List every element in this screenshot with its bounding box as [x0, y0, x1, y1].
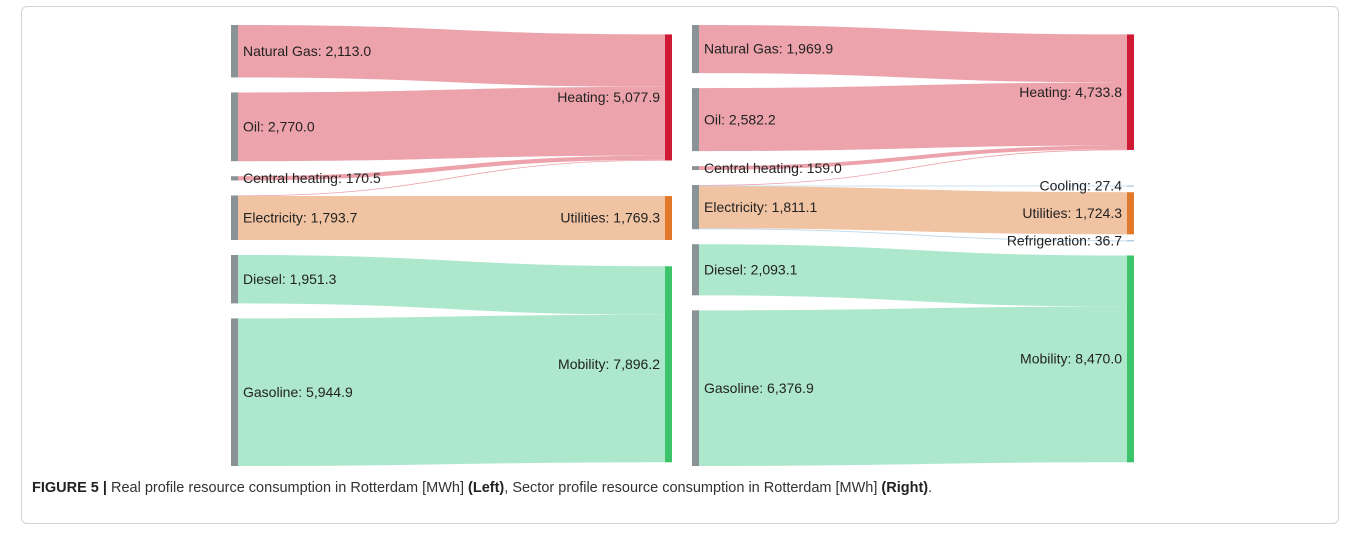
- node-label: Heating: 4,733.8: [1019, 84, 1122, 100]
- link: [699, 244, 1127, 307]
- link: [699, 186, 1127, 235]
- node-label: Diesel: 2,093.1: [704, 261, 798, 277]
- link: [238, 155, 665, 181]
- link: [699, 228, 1127, 242]
- node-label: Mobility: 8,470.0: [1020, 351, 1122, 367]
- node: [231, 318, 238, 466]
- node: [692, 244, 699, 296]
- node: [1127, 255, 1134, 463]
- caption: FIGURE 5 | Real profile resource consump…: [32, 480, 932, 496]
- node: [665, 196, 672, 240]
- node: [231, 195, 238, 240]
- caption-text: .: [928, 480, 933, 496]
- node-label: Central heating: 170.5: [243, 170, 381, 186]
- link: [238, 254, 665, 315]
- node-label: Natural Gas: 1,969.9: [704, 41, 833, 57]
- link: [238, 314, 665, 466]
- link: [699, 149, 1127, 186]
- link: [238, 159, 665, 197]
- link: [699, 82, 1127, 152]
- link: [699, 25, 1127, 83]
- node: [692, 25, 699, 74]
- node: [231, 176, 238, 181]
- node: [1127, 240, 1134, 242]
- node: [1127, 192, 1134, 235]
- link: [238, 196, 665, 240]
- node-label: Electricity: 1,793.7: [243, 209, 358, 225]
- figure-frame: [21, 6, 1339, 524]
- node: [665, 266, 672, 463]
- node: [692, 310, 699, 466]
- caption-text: FIGURE 5 |: [32, 480, 107, 496]
- link: [238, 86, 665, 162]
- link: [238, 25, 665, 87]
- node: [231, 92, 238, 162]
- node-label: Oil: 2,770.0: [243, 119, 315, 135]
- node-label: Gasoline: 5,944.9: [243, 384, 353, 400]
- caption-text: , Sector profile resource consumption in…: [504, 480, 882, 496]
- caption-text: (Left): [468, 480, 505, 496]
- node-label: Gasoline: 6,376.9: [704, 380, 814, 396]
- node: [665, 34, 672, 161]
- node-label: Heating: 5,077.9: [557, 89, 660, 105]
- node: [1127, 185, 1134, 187]
- caption-text: (Right): [881, 480, 929, 496]
- node: [231, 25, 238, 78]
- node-label: Natural Gas: 2,113.0: [243, 43, 371, 59]
- node: [692, 166, 699, 171]
- chart: Natural Gas: 2,113.0 Oil: 2,770.0 Central …: [231, 25, 1134, 466]
- link: [699, 306, 1127, 466]
- caption-text: Real profile resource consumption in Rot…: [106, 480, 469, 496]
- link: [699, 145, 1127, 171]
- node-label: Electricity: 1,811.1: [704, 199, 818, 215]
- node-label: Refrigeration: 36.7: [1007, 232, 1122, 248]
- node: [231, 254, 238, 304]
- node-label: Diesel: 1,951.3: [243, 271, 337, 287]
- node-label: Oil: 2,582.2: [704, 111, 776, 127]
- node-label: Utilities: 1,769.3: [560, 210, 660, 226]
- link: [699, 185, 1127, 187]
- node-label: Cooling: 27.4: [1039, 178, 1122, 194]
- node: [692, 185, 699, 230]
- node-label: Mobility: 7,896.2: [558, 356, 660, 372]
- node-label: Central heating: 159.0: [704, 160, 842, 176]
- node: [1127, 34, 1134, 150]
- node: [692, 88, 699, 152]
- node-label: Utilities: 1,724.3: [1022, 205, 1122, 221]
